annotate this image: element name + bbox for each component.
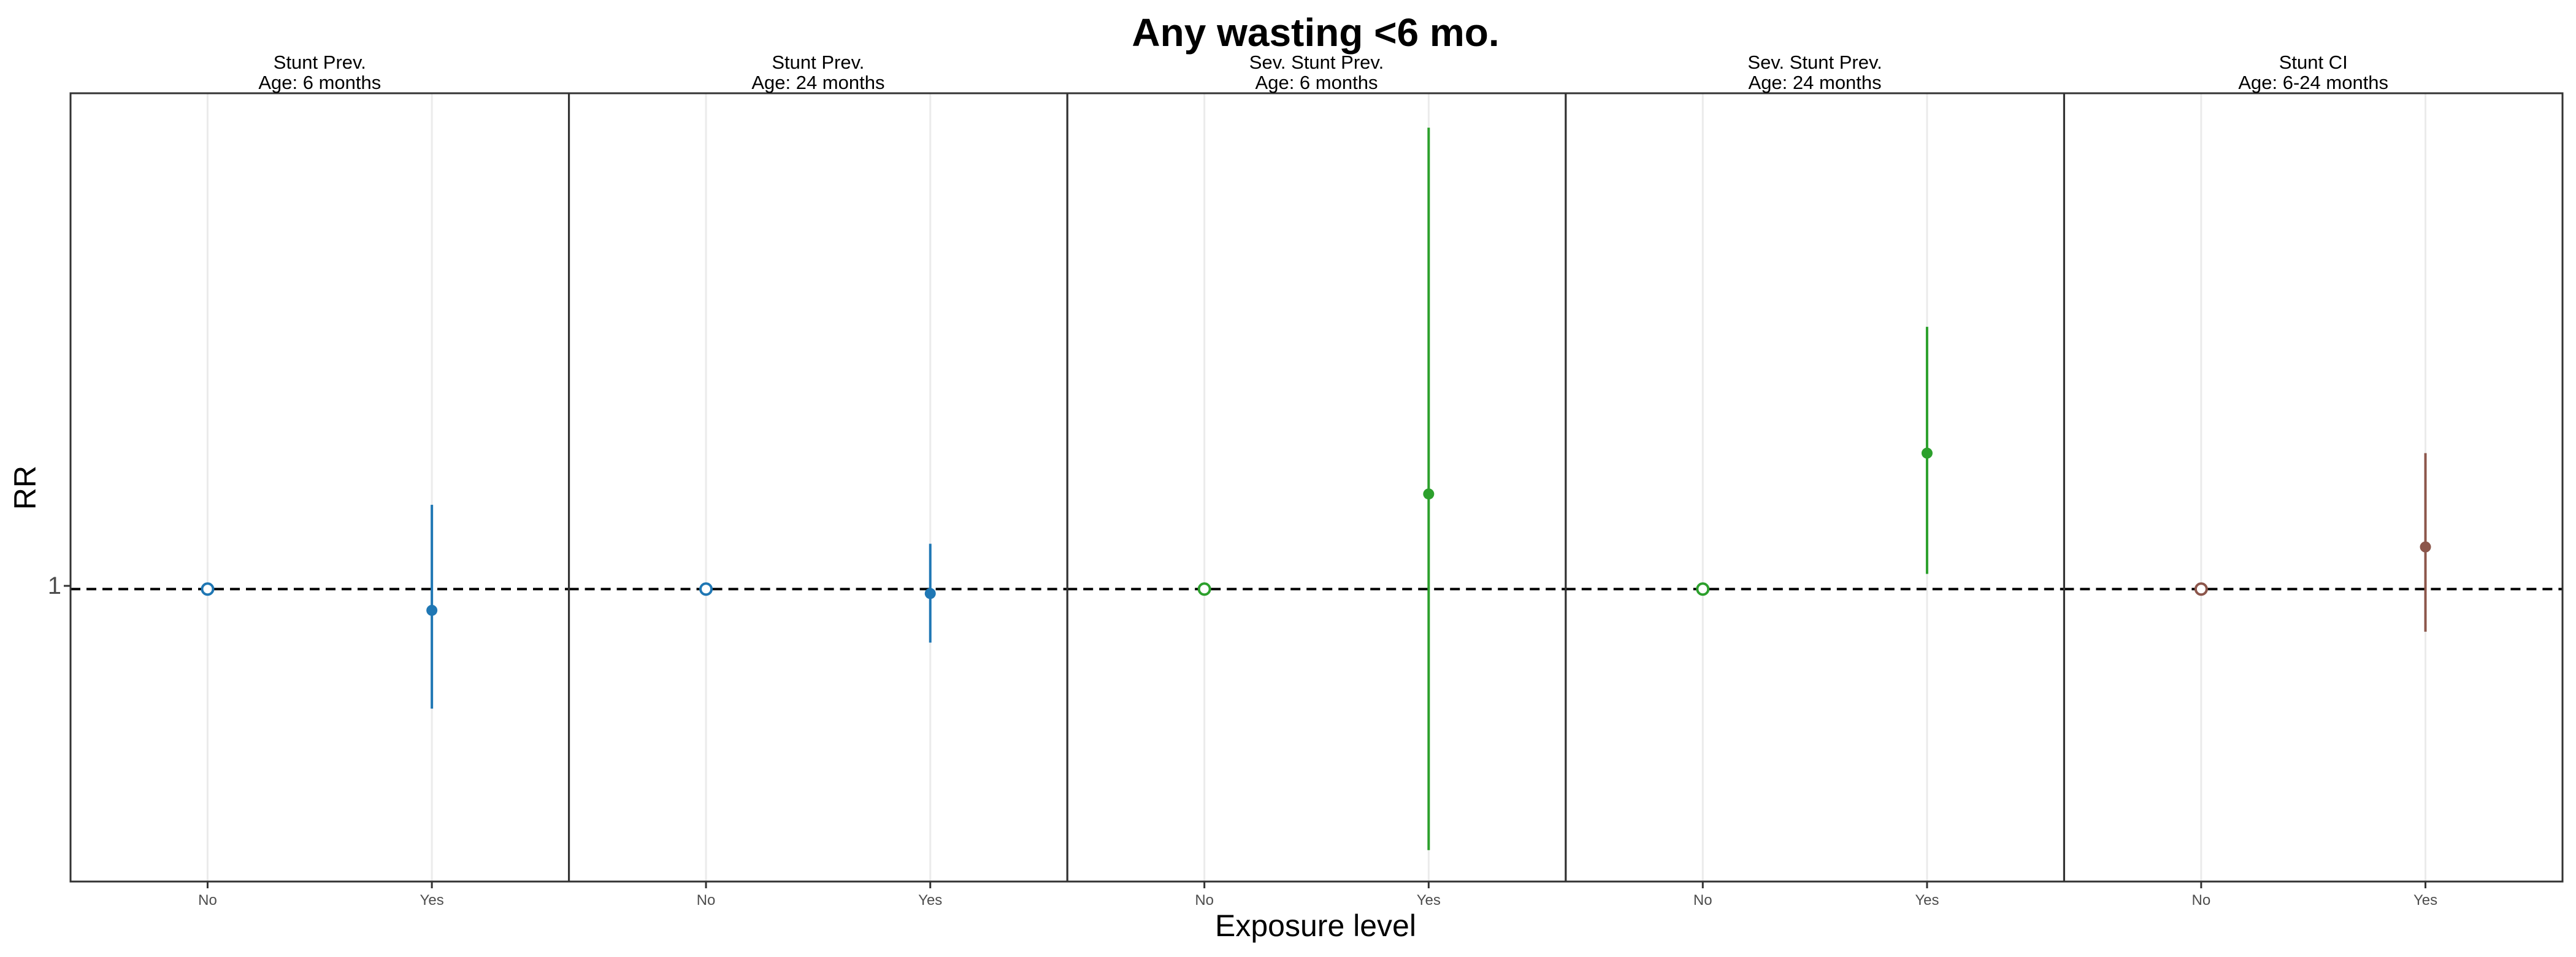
panel-border xyxy=(69,92,570,883)
panel-border xyxy=(2063,92,2564,883)
facet-panel: Sev. Stunt Prev.Age: 6 months No Yes xyxy=(1066,52,1567,909)
facet-panel: Stunt Prev.Age: 24 months No Yes xyxy=(568,52,1068,909)
point-estimate xyxy=(2420,541,2431,553)
strip-label: Age: 24 months xyxy=(751,72,884,93)
x-axis-title: Exposure level xyxy=(1215,909,1416,943)
reference-point xyxy=(1696,582,1710,596)
x-tick-label: Yes xyxy=(1915,892,1939,909)
strip-label: Stunt Prev. xyxy=(274,52,366,73)
strip-label: Age: 6 months xyxy=(1255,72,1378,93)
x-tick-label: No xyxy=(2192,892,2211,909)
x-tick-label: Yes xyxy=(918,892,942,909)
strip-label: Sev. Stunt Prev. xyxy=(1747,52,1882,73)
reference-point xyxy=(1197,582,1211,596)
chart-title: Any wasting <6 mo. xyxy=(1132,10,1499,55)
point-estimate xyxy=(1423,488,1435,500)
point-estimate xyxy=(924,588,936,599)
x-tick-label: No xyxy=(1195,892,1214,909)
strip-label: Stunt CI xyxy=(2279,52,2348,73)
reference-point xyxy=(699,582,713,596)
panel-border xyxy=(1066,92,1567,883)
reference-point xyxy=(2194,582,2208,596)
panel-border xyxy=(568,92,1068,883)
strip-label: Age: 24 months xyxy=(1749,72,1882,93)
x-tick-label: Yes xyxy=(420,892,444,909)
strip-label: Stunt Prev. xyxy=(772,52,864,73)
x-tick-label: No xyxy=(1693,892,1712,909)
strip-label: Sev. Stunt Prev. xyxy=(1249,52,1384,73)
y-axis-title: RR xyxy=(8,466,42,510)
panel-border xyxy=(1565,92,2065,883)
x-tick-label: Yes xyxy=(2413,892,2437,909)
strip-label: Age: 6 months xyxy=(258,72,381,93)
y-tick-label-1: 1 xyxy=(48,572,61,599)
point-estimate xyxy=(426,604,438,616)
reference-point xyxy=(201,582,215,596)
facet-panel: Stunt Prev.Age: 6 months No Yes xyxy=(69,52,570,909)
strip-label: Age: 6-24 months xyxy=(2238,72,2388,93)
x-tick-label: No xyxy=(198,892,217,909)
x-tick-label: No xyxy=(697,892,716,909)
facet-panel: Sev. Stunt Prev.Age: 24 months No Yes xyxy=(1565,52,2065,909)
x-tick-label: Yes xyxy=(1417,892,1441,909)
point-estimate xyxy=(1921,447,1933,459)
